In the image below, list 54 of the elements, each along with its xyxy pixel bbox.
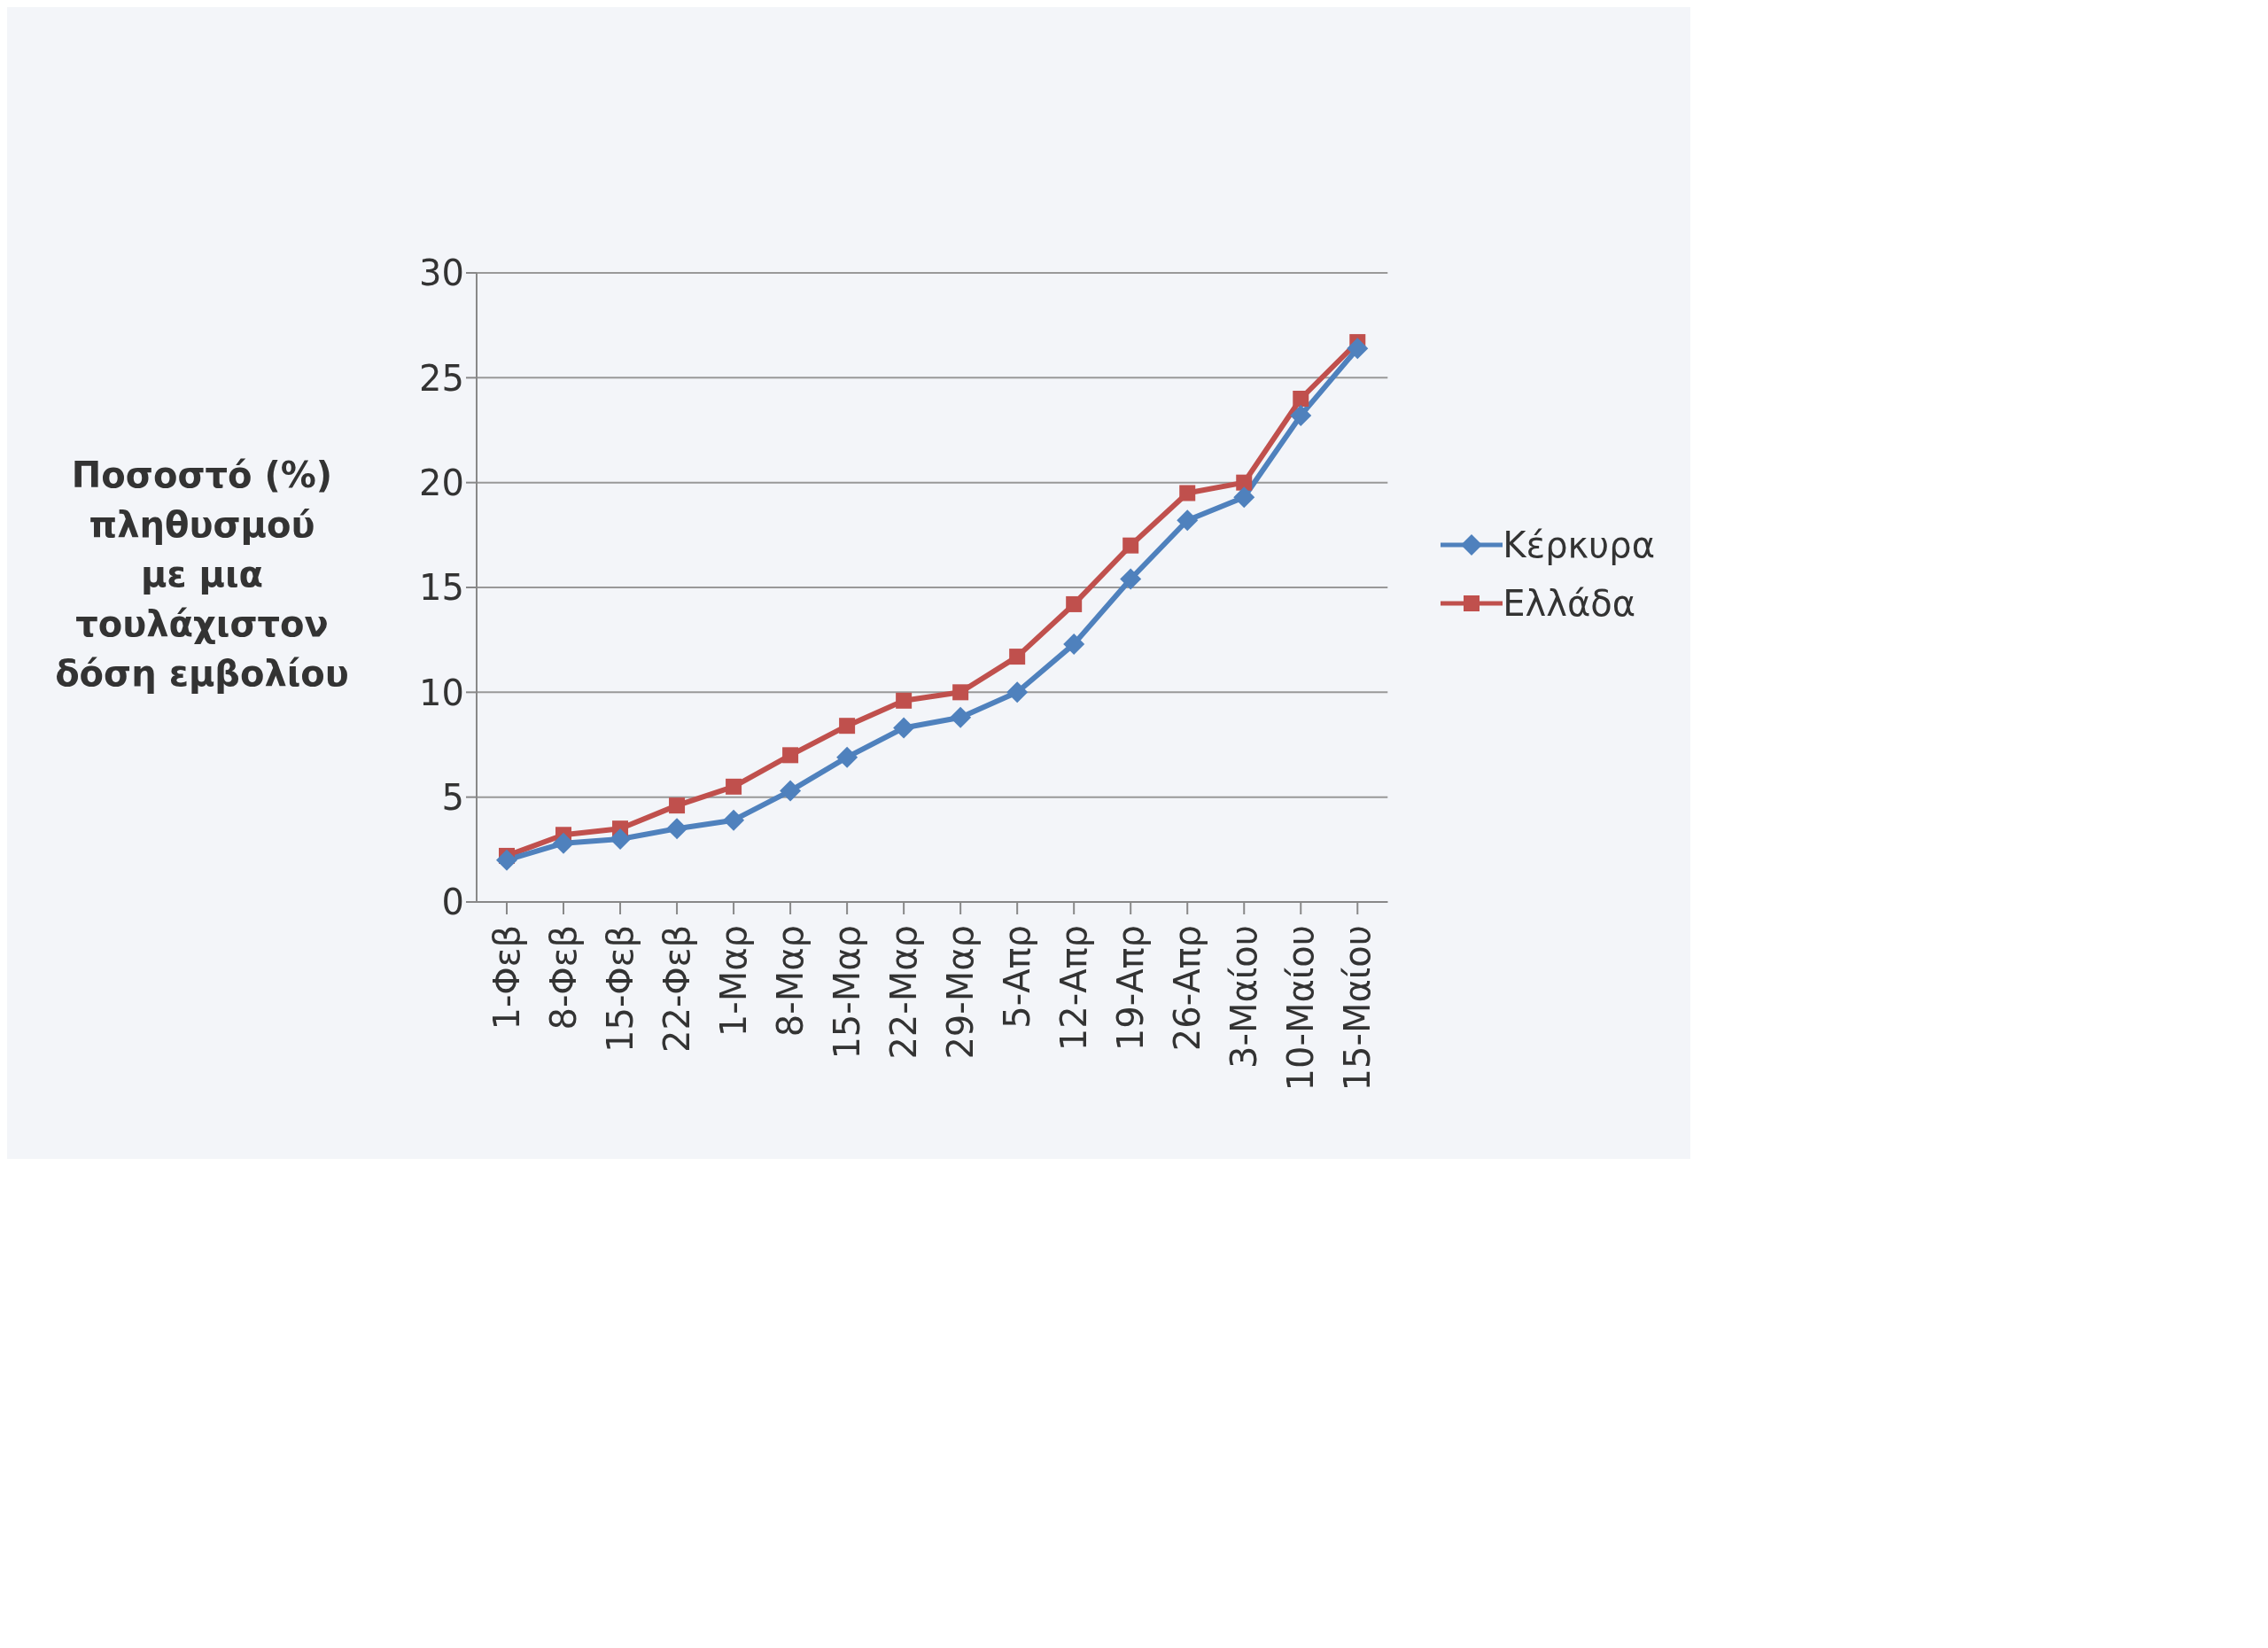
point: [952, 684, 969, 701]
point: [1063, 633, 1085, 655]
x-tick-label: 8-Μαρ: [770, 925, 812, 1038]
point: [610, 828, 632, 850]
point: [893, 717, 915, 739]
point: [669, 797, 686, 814]
y-tick-label: 0: [441, 882, 464, 923]
point: [1066, 595, 1083, 612]
x-tick-label: 5-Απρ: [997, 925, 1038, 1029]
point: [1233, 486, 1255, 509]
point: [1006, 681, 1029, 704]
y-tick-label: 5: [441, 776, 464, 818]
x-tick-label: 19-Απρ: [1110, 925, 1152, 1052]
x-tick-label: 15-Φεβ: [600, 925, 641, 1053]
x-tick-label: 15-Μαίου: [1337, 925, 1379, 1092]
point: [1120, 568, 1142, 590]
y-tick-label: 30: [419, 253, 464, 294]
point: [1179, 485, 1196, 501]
point: [666, 818, 688, 840]
x-tick-label: 3-Μαίου: [1223, 925, 1265, 1069]
y-tick-label: 15: [419, 567, 464, 609]
legend-label: Ελλάδα: [1503, 583, 1636, 624]
x-tick-label: 8-Φεβ: [543, 925, 585, 1030]
point: [726, 778, 742, 795]
point: [1347, 338, 1369, 360]
x-tick-label: 12-Απρ: [1053, 925, 1095, 1052]
point: [836, 746, 858, 768]
x-tick-label: 29-Μαρ: [940, 925, 982, 1060]
y-tick-label: 25: [419, 357, 464, 399]
point: [1293, 391, 1309, 407]
point: [553, 832, 575, 854]
point: [723, 809, 745, 831]
y-axis-title: Ποσοστό (%) πληθυσμού με μια τουλάχιστον δόση εμβολίου: [54, 454, 350, 696]
point: [1236, 474, 1253, 491]
x-tick-label: 22-Φεβ: [656, 925, 698, 1053]
point: [1177, 509, 1199, 532]
point: [896, 692, 913, 709]
y-tick-label: 10: [419, 672, 464, 713]
point: [839, 718, 856, 735]
x-tick-label: 22-Μαρ: [883, 925, 925, 1060]
y-tick-label: 20: [419, 462, 464, 503]
x-tick-label: 1-Φεβ: [486, 925, 527, 1030]
x-tick-label: 15-Μαρ: [827, 925, 868, 1060]
point: [780, 780, 802, 802]
point: [496, 849, 517, 871]
point: [1122, 537, 1139, 554]
point: [950, 706, 972, 728]
point: [782, 747, 799, 764]
x-tick-label: 26-Απρ: [1167, 925, 1208, 1052]
point: [1290, 404, 1312, 426]
point: [1009, 649, 1026, 665]
x-tick-label: 10-Μαίου: [1280, 925, 1322, 1092]
x-tick-label: 1-Μαρ: [713, 925, 755, 1038]
legend-label: Κέρκυρα: [1503, 525, 1655, 565]
